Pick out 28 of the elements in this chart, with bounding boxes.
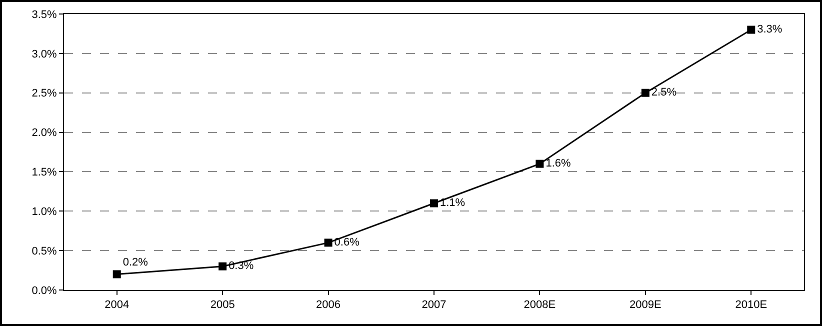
point bbox=[747, 26, 756, 34]
x-tick-label: 2008E bbox=[524, 299, 556, 312]
point bbox=[430, 199, 438, 208]
point bbox=[218, 262, 227, 270]
x-tick-label: 2005 bbox=[210, 299, 235, 312]
y-tick-label: 3.5% bbox=[32, 8, 58, 21]
point bbox=[324, 238, 332, 247]
y-tick-label: 1.5% bbox=[32, 166, 58, 179]
x-tick-label: 2007 bbox=[422, 299, 446, 312]
point bbox=[112, 270, 121, 278]
y-tick-label: 2.0% bbox=[32, 127, 58, 140]
data-label: 0.2% bbox=[122, 256, 148, 268]
data-label: 1.1% bbox=[440, 197, 466, 210]
y-tick-label: 0.5% bbox=[32, 245, 58, 258]
y-tick-label: 1.0% bbox=[32, 206, 58, 218]
data-label: 1.6% bbox=[546, 158, 571, 170]
y-tick-label: 2.5% bbox=[32, 88, 58, 100]
x-tick-label: 2009E bbox=[630, 299, 662, 312]
point bbox=[641, 88, 650, 97]
y-tick-label: 3.0% bbox=[32, 48, 58, 60]
data-label: 2.5% bbox=[651, 86, 677, 99]
y-tick-label: 0.0% bbox=[32, 284, 58, 297]
x-tick-label: 2006 bbox=[316, 299, 341, 312]
point bbox=[536, 160, 544, 168]
data-label: 3.3% bbox=[757, 24, 782, 36]
x-tick-label: 2010E bbox=[735, 299, 768, 312]
data-label: 0.6% bbox=[334, 236, 360, 248]
x-tick-label: 2004 bbox=[104, 299, 130, 312]
